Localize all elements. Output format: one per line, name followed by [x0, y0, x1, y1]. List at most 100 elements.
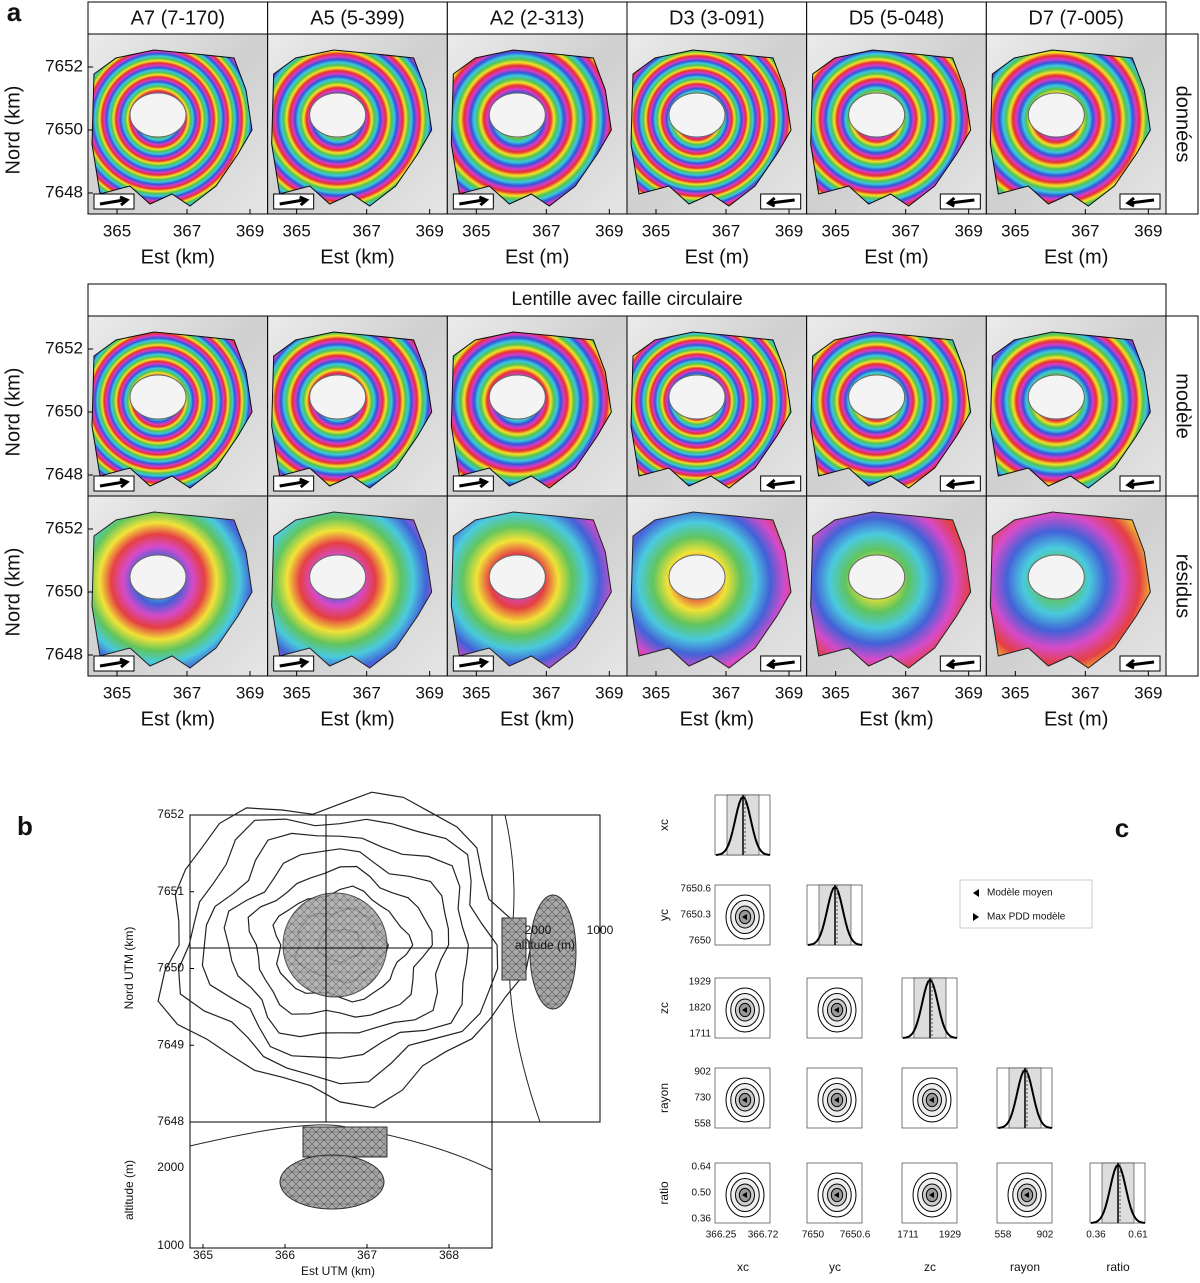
mean-marker [1024, 1192, 1029, 1198]
param-label: rayon [1010, 1260, 1040, 1274]
row-label: modèle [1172, 373, 1194, 439]
x-tick-label: 367 [891, 221, 919, 240]
y-tick-label: 7649 [157, 1037, 184, 1051]
crater [129, 374, 187, 420]
column-title: D3 (3-091) [669, 7, 765, 29]
subplot-frame [901, 1162, 958, 1224]
subplot-frame [714, 977, 771, 1039]
x-tick-label: 366 [275, 1248, 295, 1262]
mean-marker [834, 1007, 839, 1013]
param-label: ratio [657, 1181, 671, 1205]
param-label: yc [829, 1260, 841, 1274]
x-tick-label: 369 [415, 683, 443, 702]
x-tick-label: 367 [532, 683, 560, 702]
param-label: xc [737, 1260, 749, 1274]
x-tick-label: 369 [415, 221, 443, 240]
subplot-frame [901, 1067, 958, 1129]
look-arrow [1125, 478, 1155, 490]
y-tick-label: 7650 [689, 936, 712, 947]
look-arrow [459, 195, 490, 207]
param-label: xc [657, 819, 671, 831]
subplot-frame [996, 1162, 1053, 1224]
x-axis-label: Est (km) [141, 246, 215, 268]
x-tick-label: 365 [821, 683, 849, 702]
x-tick-label: 368 [439, 1248, 459, 1262]
y-tick-label: 1929 [689, 977, 712, 988]
x-axis-label: Est (km) [320, 246, 394, 268]
row-label: données [1172, 86, 1194, 163]
y-axis-label: Nord (km) [2, 548, 24, 637]
crater [488, 374, 546, 420]
x-tick-label: 902 [1037, 1230, 1054, 1241]
param-label: ratio [1106, 1260, 1130, 1274]
y-tick-label: 902 [694, 1067, 711, 1078]
column-title: D7 (7-005) [1028, 7, 1124, 29]
look-arrow [945, 196, 975, 208]
x-tick-label: 367 [352, 683, 380, 702]
crater [848, 92, 906, 138]
panel-label: a [7, 0, 22, 27]
x-tick-label: 365 [462, 221, 490, 240]
x-tick-label: 367 [173, 221, 201, 240]
x-tick-label: 365 [1001, 221, 1029, 240]
alt-tick-label: 2000 [525, 923, 552, 937]
y-tick-label: 730 [694, 1093, 711, 1104]
x-tick-label: 365 [642, 683, 670, 702]
look-arrow [765, 658, 795, 670]
look-arrow [99, 657, 130, 669]
alt-tick-label: 1000 [587, 923, 614, 937]
subplot-frame [806, 1162, 863, 1224]
crater [668, 374, 726, 420]
legend-box [959, 879, 1093, 929]
header-cell [985, 1, 1167, 35]
y-tick-label: 7648 [45, 464, 83, 483]
header-cell [446, 1, 628, 35]
x-axis-label: Est (km) [500, 708, 574, 730]
x-axis-label: Est UTM (km) [301, 1264, 375, 1278]
topo-contour [201, 832, 469, 1059]
crater [309, 92, 367, 138]
x-tick-label: 369 [236, 683, 264, 702]
x-tick-label: 365 [193, 1248, 213, 1262]
row-label-box [1165, 495, 1199, 677]
mean-marker [742, 914, 747, 920]
crater [1027, 554, 1085, 600]
x-axis-label: Est (km) [141, 708, 215, 730]
x-tick-label: 367 [712, 221, 740, 240]
param-label: yc [657, 909, 671, 921]
side-cylinder [501, 917, 527, 981]
mean-marker [742, 1192, 747, 1198]
look-arrow [459, 477, 490, 489]
column-title: A5 (5-399) [310, 7, 405, 29]
header-cell [87, 1, 269, 35]
look-arrow [459, 657, 490, 669]
x-tick-label: 366.72 [748, 1230, 779, 1241]
column-title: D5 (5-048) [849, 7, 945, 29]
mean-marker [742, 1097, 747, 1103]
row-label-box [1165, 33, 1199, 215]
crater [1027, 374, 1085, 420]
x-tick-label: 369 [595, 683, 623, 702]
x-tick-label: 367 [1071, 221, 1099, 240]
subplot-frame [806, 977, 863, 1039]
x-tick-label: 369 [595, 221, 623, 240]
y-tick-label: 7648 [45, 182, 83, 201]
x-tick-label: 365 [642, 221, 670, 240]
y-tick-label: 7648 [157, 1114, 184, 1128]
topo-contour [177, 818, 499, 1085]
source-sphere [282, 892, 388, 998]
look-arrow [99, 195, 130, 207]
crater [129, 554, 187, 600]
y-tick-label: 7650 [45, 401, 83, 420]
x-tick-label: 365 [282, 221, 310, 240]
y-tick-label: 7652 [157, 807, 184, 821]
x-tick-label: 367 [712, 683, 740, 702]
x-tick-label: 1929 [939, 1230, 962, 1241]
topo-profile [189, 1124, 493, 1171]
x-axis-label: Est (km) [320, 708, 394, 730]
panel-label: b [17, 811, 33, 841]
x-tick-label: 0.36 [1086, 1230, 1106, 1241]
x-tick-label: 7650.6 [840, 1230, 871, 1241]
crater [668, 554, 726, 600]
row-label: résidus [1172, 554, 1194, 618]
